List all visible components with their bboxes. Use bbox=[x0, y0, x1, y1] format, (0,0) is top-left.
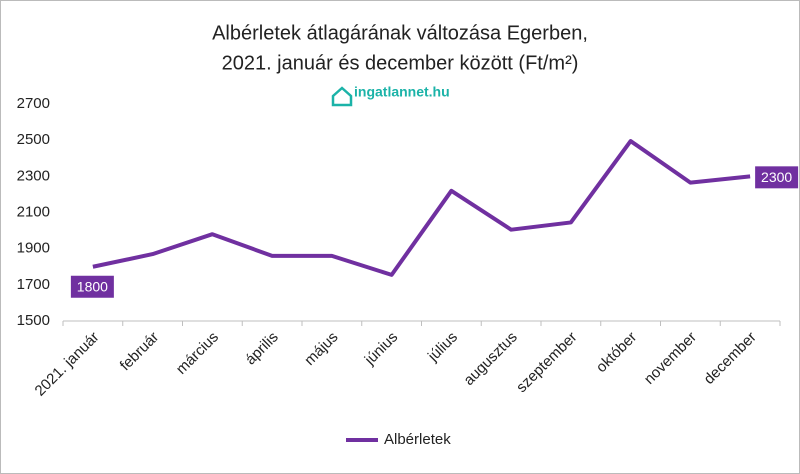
data-label: 2300 bbox=[761, 169, 792, 185]
chart-title: Albérletek átlagárának változása Egerben… bbox=[212, 22, 588, 44]
data-label: 1800 bbox=[77, 278, 108, 294]
y-tick-label: 1900 bbox=[17, 240, 50, 257]
logo: ingatlannet.hu bbox=[331, 84, 450, 107]
y-tick-label: 2100 bbox=[17, 203, 50, 220]
data-label-box bbox=[70, 275, 114, 298]
chart-title: 2021. január és december között (Ft/m²) bbox=[222, 52, 579, 74]
data-label-box bbox=[755, 166, 799, 189]
legend-label: Albérletek bbox=[384, 431, 451, 448]
y-tick-label: 2300 bbox=[17, 167, 50, 184]
logo-icon bbox=[331, 86, 353, 107]
y-tick-label: 1500 bbox=[17, 312, 50, 329]
y-tick-label: 2500 bbox=[17, 131, 50, 148]
line-series bbox=[92, 139, 751, 277]
y-tick-label: 1700 bbox=[17, 276, 50, 293]
logo-text: ingatlannet.hu bbox=[354, 84, 450, 100]
y-tick-label: 2700 bbox=[17, 95, 50, 112]
